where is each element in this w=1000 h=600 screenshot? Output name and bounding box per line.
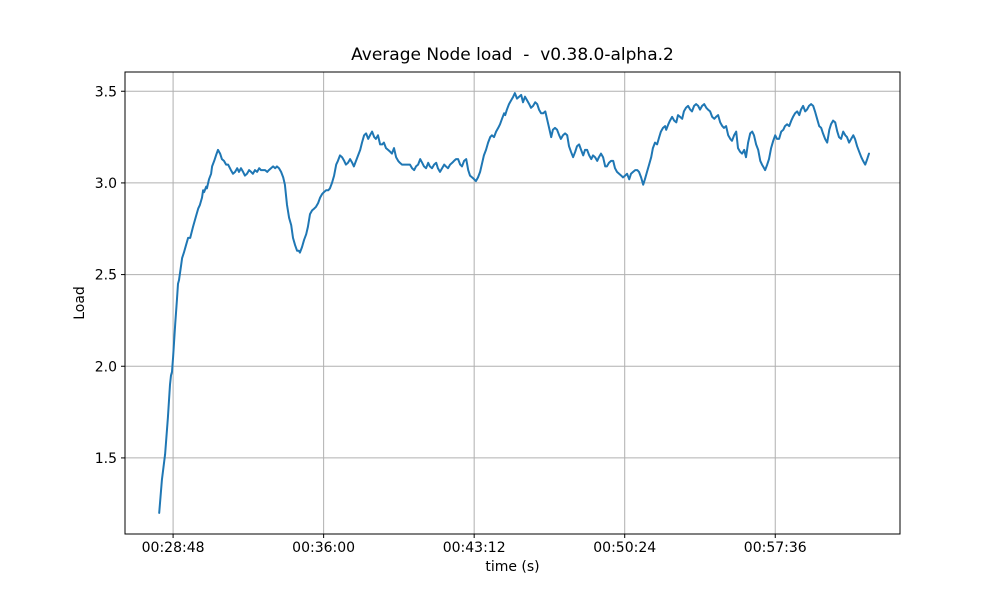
plot-border: [124, 71, 901, 535]
x-tick-label: 00:36:00: [292, 540, 355, 556]
x-tick-label: 00:50:24: [593, 540, 656, 556]
chart-title: Average Node load - v0.38.0-alpha.2: [351, 45, 674, 65]
x-tick-label: 00:57:36: [744, 540, 807, 556]
x-tick-label: 00:28:48: [142, 540, 205, 556]
load-series-line: [158, 92, 870, 514]
tick-labels: 00:28:48 00:36:00 00:43:12 00:50:24 00:57:36…: [95, 84, 807, 556]
y-tick-label: 2.0: [95, 359, 117, 375]
y-tick-label: 3.0: [95, 176, 117, 192]
x-axis-label: time (s): [485, 559, 540, 575]
x-tick-label: 00:43:12: [443, 540, 506, 556]
axis-ticks: [121, 90, 776, 538]
grid-lines: [125, 72, 900, 534]
y-tick-label: 3.5: [95, 84, 117, 100]
y-tick-label: 1.5: [95, 451, 117, 467]
y-tick-label: 2.5: [95, 268, 117, 284]
y-axis-label: Load: [72, 286, 88, 320]
